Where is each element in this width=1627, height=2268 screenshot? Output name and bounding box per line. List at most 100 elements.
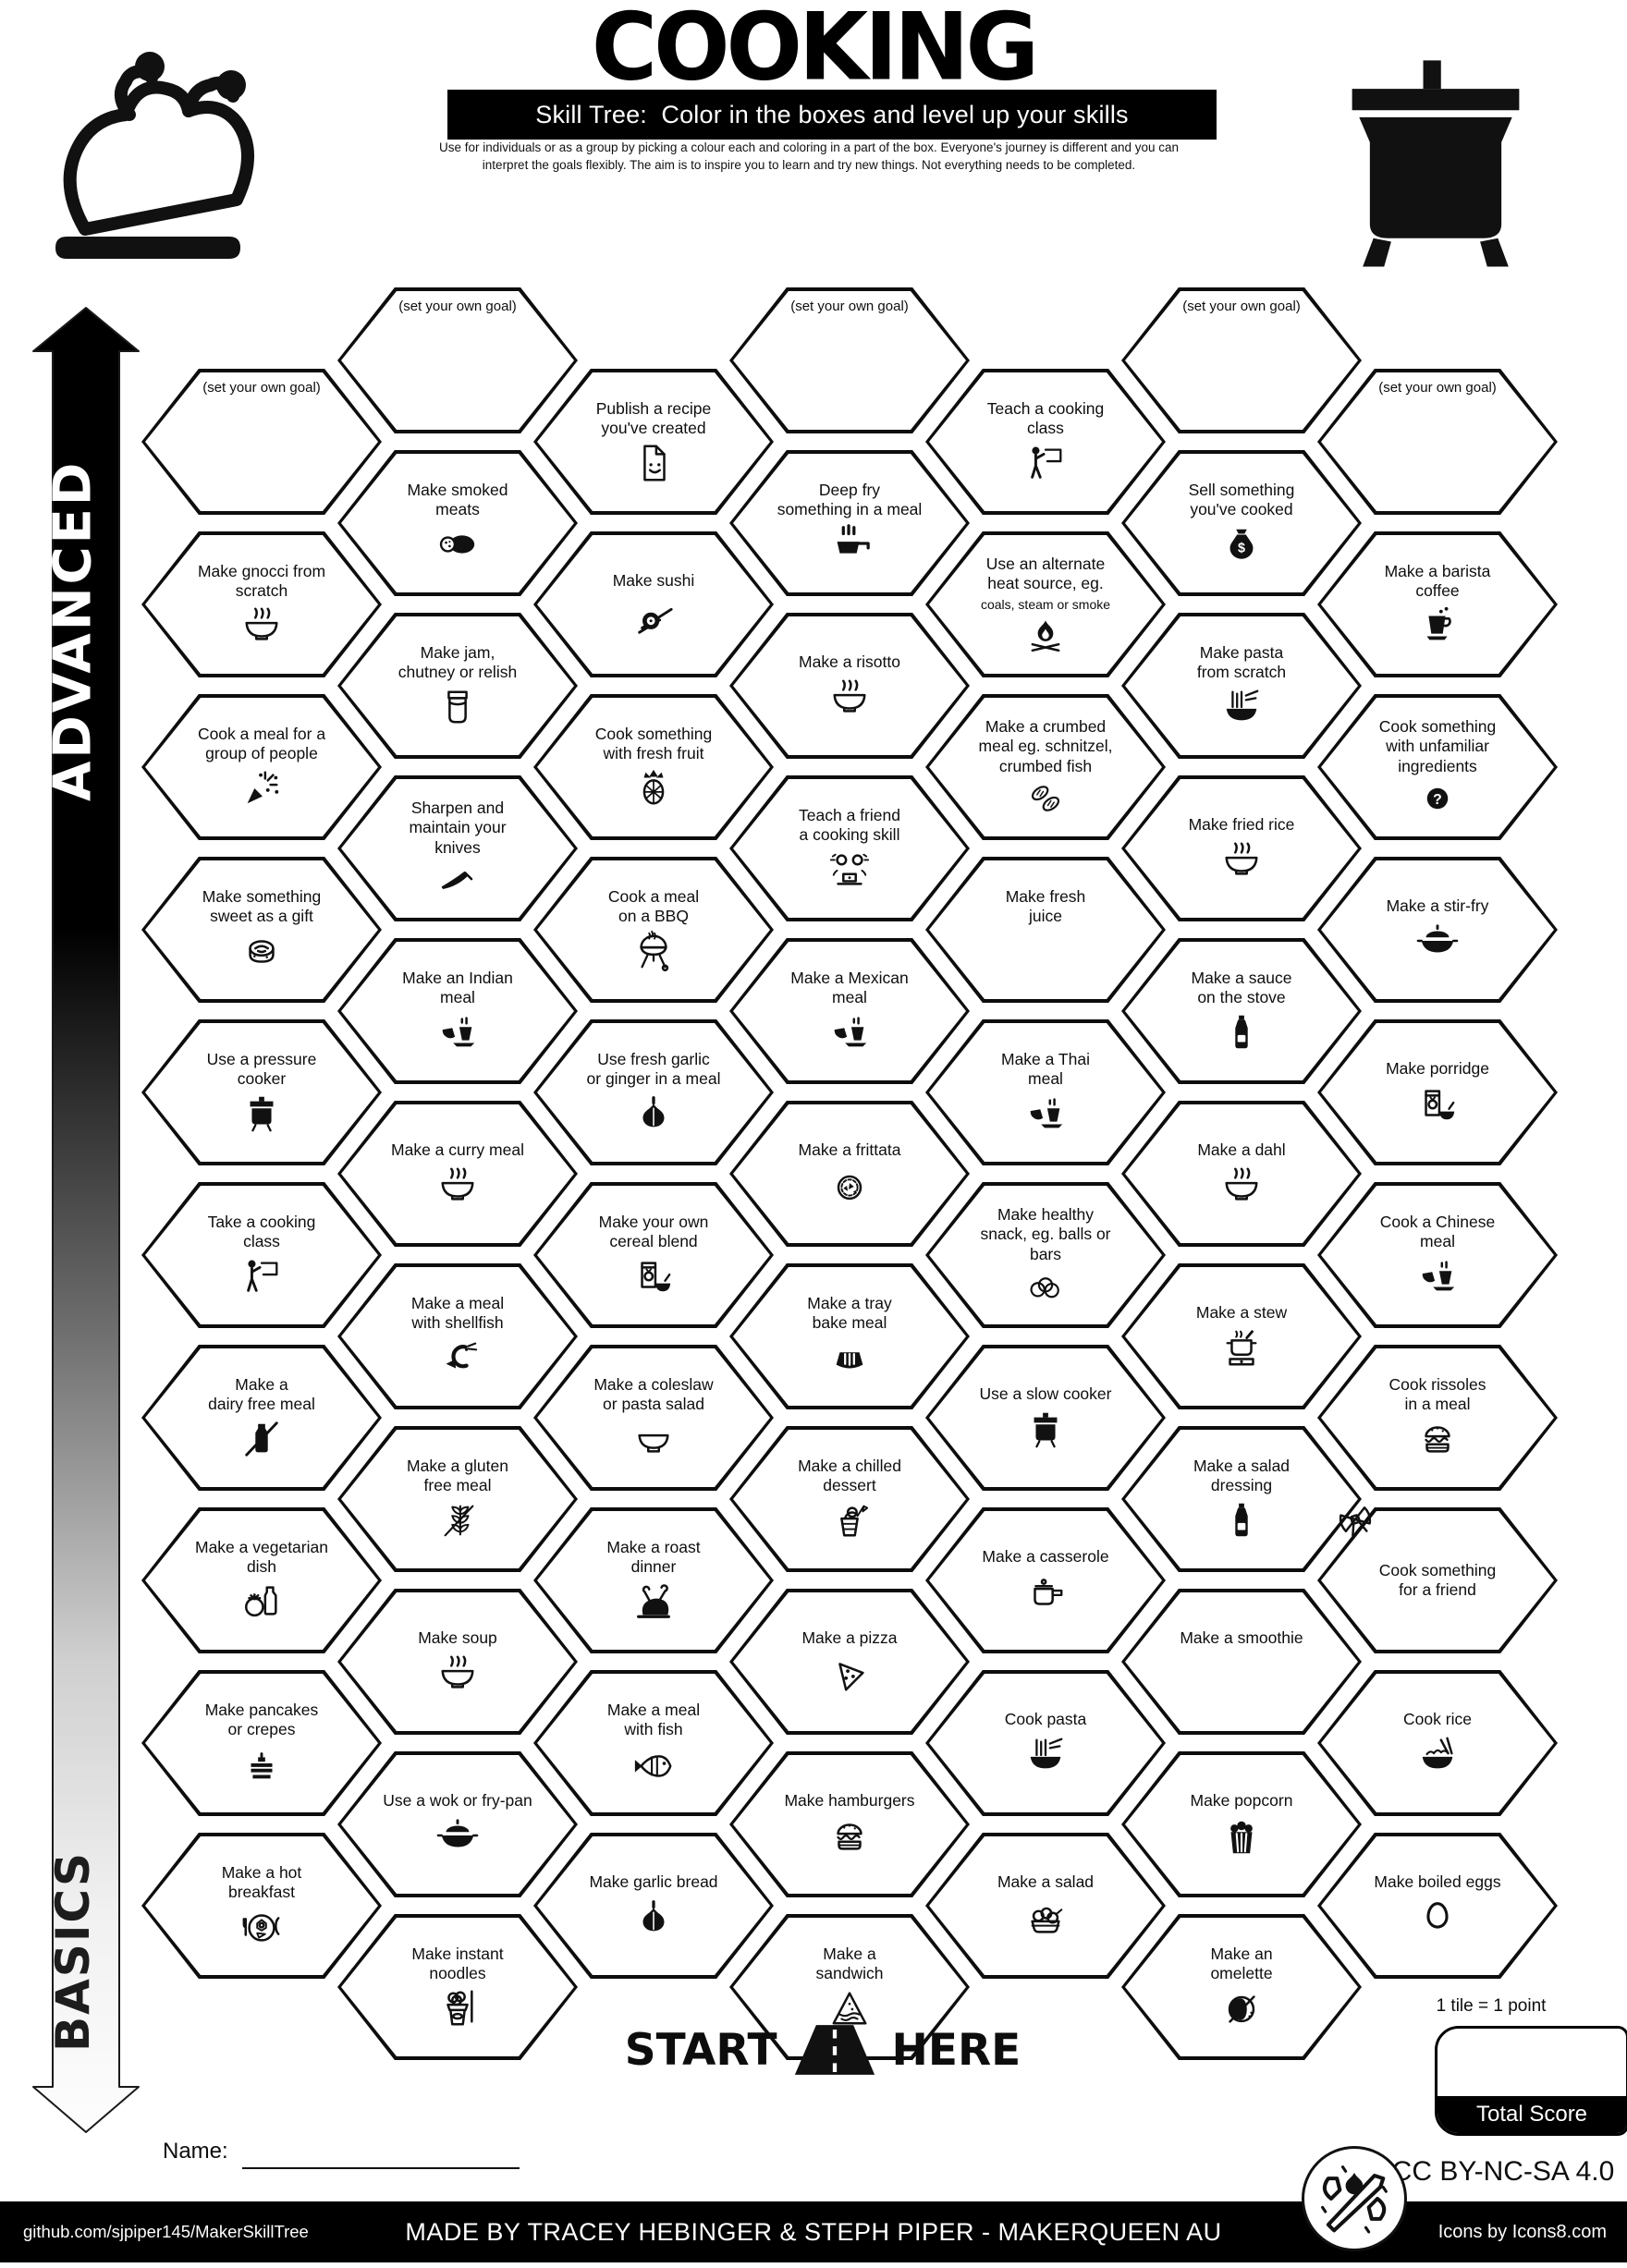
hex-tile-make-a-crumbed-meal-eg-schnitzel-crumbed-fish[interactable]: Make a crumbed meal eg. schnitzel, crumbed… bbox=[925, 694, 1166, 840]
hex-fill-area[interactable]: Make fried rice bbox=[1125, 779, 1358, 918]
hex-tile-make-a-pizza[interactable]: Make a pizza bbox=[729, 1589, 970, 1735]
hex-fill-area[interactable]: Make a sauce on the stove bbox=[1125, 942, 1358, 1080]
hex-tile-make-a-tray-bake-meal[interactable]: Make a tray bake meal bbox=[729, 1263, 970, 1409]
hex-fill-area[interactable]: Make popcorn bbox=[1125, 1755, 1358, 1894]
hex-fill-area[interactable]: Make a smoothie bbox=[1125, 1592, 1358, 1731]
hex-fill-area[interactable]: Make a vegetarian dish bbox=[145, 1511, 378, 1650]
hex-tile-sharpen-and-maintain-your-knives[interactable]: Sharpen and maintain your knives bbox=[337, 775, 578, 921]
hex-tile-teach-a-friend-a-cooking-skill[interactable]: Teach a friend a cooking skill bbox=[729, 775, 970, 921]
hex-fill-area[interactable]: (set your own goal) bbox=[341, 291, 574, 430]
hex-fill-area[interactable]: Cook a meal for a group of people bbox=[145, 698, 378, 836]
hex-tile-make-boiled-eggs[interactable]: Make boiled eggs bbox=[1317, 1833, 1558, 1979]
hex-tile-make-an-omelette[interactable]: Make an omelette bbox=[1121, 1914, 1362, 2060]
hex-tile-cook-something-for-a-friend[interactable]: Cook something for a friend bbox=[1317, 1507, 1558, 1653]
hex-tile-make-fried-rice[interactable]: Make fried rice bbox=[1121, 775, 1362, 921]
hex-tile-make-porridge[interactable]: Make porridge bbox=[1317, 1019, 1558, 1165]
footer-icons8-credit[interactable]: Icons by Icons8.com bbox=[1437, 2221, 1607, 2242]
hex-fill-area[interactable]: Sell something you've cooked bbox=[1125, 454, 1358, 592]
hex-fill-area[interactable]: Make your own cereal blend bbox=[537, 1186, 770, 1324]
hex-fill-area[interactable]: Teach a cooking class bbox=[929, 372, 1162, 511]
hex-fill-area[interactable]: Make gnocci from scratch bbox=[145, 535, 378, 674]
hex-tile-cook-a-chinese-meal[interactable]: Cook a Chinese meal bbox=[1317, 1182, 1558, 1328]
hex-fill-area[interactable]: Use an alternate heat source, eg. coals, s… bbox=[929, 535, 1162, 674]
hex-fill-area[interactable]: Use a pressure cooker bbox=[145, 1023, 378, 1162]
hex-tile-make-jam-chutney-or-relish[interactable]: Make jam, chutney or relish bbox=[337, 613, 578, 759]
hex-tile-make-a-roast-dinner[interactable]: Make a roast dinner bbox=[533, 1507, 774, 1653]
hex-fill-area[interactable]: Take a cooking class bbox=[145, 1186, 378, 1324]
hex-tile-make-a-barista-coffee[interactable]: Make a barista coffee bbox=[1317, 531, 1558, 677]
hex-tile-make-a-hot-breakfast[interactable]: Make a hot breakfast bbox=[141, 1833, 382, 1979]
hex-tile-use-fresh-garlic-or-ginger-in-a-meal[interactable]: Use fresh garlic or ginger in a meal bbox=[533, 1019, 774, 1165]
hex-tile-make-garlic-bread[interactable]: Make garlic bread bbox=[533, 1833, 774, 1979]
hex-fill-area[interactable]: Make a salad bbox=[929, 1836, 1162, 1975]
hex-tile-make-a-dairy-free-meal[interactable]: Make a dairy free meal bbox=[141, 1345, 382, 1491]
hex-fill-area[interactable]: Make a hot breakfast bbox=[145, 1836, 378, 1975]
hex-fill-area[interactable]: Cook something for a friend bbox=[1321, 1511, 1554, 1650]
hex-fill-area[interactable]: Make boiled eggs bbox=[1321, 1836, 1554, 1975]
hex-tile-make-soup[interactable]: Make soup bbox=[337, 1589, 578, 1735]
hex-tile-set-your-own-goal[interactable]: (set your own goal) bbox=[729, 287, 970, 433]
hex-tile-sell-something-you-ve-cooked[interactable]: Sell something you've cooked bbox=[1121, 450, 1362, 596]
hex-fill-area[interactable]: Use a wok or fry-pan bbox=[341, 1755, 574, 1894]
hex-fill-area[interactable]: Cook something with fresh fruit bbox=[537, 698, 770, 836]
hex-tile-make-an-indian-meal[interactable]: Make an Indian meal bbox=[337, 938, 578, 1084]
hex-fill-area[interactable]: Cook a meal on a BBQ bbox=[537, 860, 770, 999]
hex-tile-cook-pasta[interactable]: Cook pasta bbox=[925, 1670, 1166, 1816]
hex-tile-make-hamburgers[interactable]: Make hamburgers bbox=[729, 1751, 970, 1897]
hex-fill-area[interactable]: Make a casserole bbox=[929, 1511, 1162, 1650]
hex-tile-make-a-smoothie[interactable]: Make a smoothie bbox=[1121, 1589, 1362, 1735]
hex-fill-area[interactable]: Make a salad dressing bbox=[1125, 1430, 1358, 1568]
hex-fill-area[interactable]: Make a coleslaw or pasta salad bbox=[537, 1348, 770, 1487]
hex-fill-area[interactable]: Cook pasta bbox=[929, 1674, 1162, 1812]
hex-tile-make-gnocci-from-scratch[interactable]: Make gnocci from scratch bbox=[141, 531, 382, 677]
hex-tile-teach-a-cooking-class[interactable]: Teach a cooking class bbox=[925, 369, 1166, 515]
hex-tile-make-fresh-juice[interactable]: Make fresh juice bbox=[925, 857, 1166, 1003]
hex-fill-area[interactable]: Make soup bbox=[341, 1592, 574, 1731]
hex-tile-make-a-thai-meal[interactable]: Make a Thai meal bbox=[925, 1019, 1166, 1165]
score-entry-area[interactable] bbox=[1437, 2029, 1626, 2096]
hex-tile-set-your-own-goal[interactable]: (set your own goal) bbox=[1121, 287, 1362, 433]
hex-fill-area[interactable]: Make jam, chutney or relish bbox=[341, 616, 574, 755]
hex-tile-deep-fry-something-in-a-meal[interactable]: Deep fry something in a meal bbox=[729, 450, 970, 596]
hex-tile-make-a-chilled-dessert[interactable]: Make a chilled dessert bbox=[729, 1426, 970, 1572]
hex-tile-make-a-casserole[interactable]: Make a casserole bbox=[925, 1507, 1166, 1653]
hex-fill-area[interactable]: Make hamburgers bbox=[733, 1755, 966, 1894]
hex-fill-area[interactable]: Make a risotto bbox=[733, 616, 966, 755]
hex-tile-make-healthy-snack-eg-balls-or-bars[interactable]: Make healthy snack, eg. balls or bars bbox=[925, 1182, 1166, 1328]
hex-fill-area[interactable]: Make a dahl bbox=[1125, 1104, 1358, 1243]
hex-tile-make-a-meal-with-fish[interactable]: Make a meal with fish bbox=[533, 1670, 774, 1816]
hex-tile-set-your-own-goal[interactable]: (set your own goal) bbox=[141, 369, 382, 515]
hex-tile-use-a-slow-cooker[interactable]: Use a slow cooker bbox=[925, 1345, 1166, 1491]
hex-fill-area[interactable]: Make fresh juice bbox=[929, 860, 1162, 999]
hex-fill-area[interactable]: Publish a recipe you've created bbox=[537, 372, 770, 511]
hex-tile-use-an-alternate-heat-source-eg[interactable]: Use an alternate heat source, eg. coals, s… bbox=[925, 531, 1166, 677]
hex-fill-area[interactable]: Make a roast dinner bbox=[537, 1511, 770, 1650]
hex-tile-make-a-mexican-meal[interactable]: Make a Mexican meal bbox=[729, 938, 970, 1084]
hex-tile-take-a-cooking-class[interactable]: Take a cooking class bbox=[141, 1182, 382, 1328]
hex-tile-make-a-coleslaw-or-pasta-salad[interactable]: Make a coleslaw or pasta salad bbox=[533, 1345, 774, 1491]
hex-tile-make-instant-noodles[interactable]: Make instant noodles bbox=[337, 1914, 578, 2060]
hex-tile-make-your-own-cereal-blend[interactable]: Make your own cereal blend bbox=[533, 1182, 774, 1328]
hex-tile-cook-something-with-unfamiliar-ingredients[interactable]: Cook something with unfamiliar ingredients bbox=[1317, 694, 1558, 840]
hex-fill-area[interactable]: Make pancakes or crepes bbox=[145, 1674, 378, 1812]
hex-tile-cook-rissoles-in-a-meal[interactable]: Cook rissoles in a meal bbox=[1317, 1345, 1558, 1491]
hex-tile-use-a-wok-or-fry-pan[interactable]: Use a wok or fry-pan bbox=[337, 1751, 578, 1897]
hex-tile-cook-rice[interactable]: Cook rice bbox=[1317, 1670, 1558, 1816]
hex-fill-area[interactable]: Make porridge bbox=[1321, 1023, 1554, 1162]
hex-fill-area[interactable]: Make a Thai meal bbox=[929, 1023, 1162, 1162]
hex-tile-make-a-stir-fry[interactable]: Make a stir-fry bbox=[1317, 857, 1558, 1003]
hex-tile-make-pancakes-or-crepes[interactable]: Make pancakes or crepes bbox=[141, 1670, 382, 1816]
hex-tile-cook-something-with-fresh-fruit[interactable]: Cook something with fresh fruit bbox=[533, 694, 774, 840]
hex-tile-make-a-gluten-free-meal[interactable]: Make a gluten free meal bbox=[337, 1426, 578, 1572]
hex-fill-area[interactable]: Make a stew bbox=[1125, 1267, 1358, 1406]
hex-tile-make-a-dahl[interactable]: Make a dahl bbox=[1121, 1101, 1362, 1247]
hex-tile-make-smoked-meats[interactable]: Make smoked meats bbox=[337, 450, 578, 596]
hex-fill-area[interactable]: Make healthy snack, eg. balls or bars bbox=[929, 1186, 1162, 1324]
hex-fill-area[interactable]: Make a chilled dessert bbox=[733, 1430, 966, 1568]
hex-fill-area[interactable]: Make a frittata bbox=[733, 1104, 966, 1243]
hex-fill-area[interactable]: Cook rissoles in a meal bbox=[1321, 1348, 1554, 1487]
hex-tile-make-sushi[interactable]: Make sushi bbox=[533, 531, 774, 677]
hex-tile-make-a-salad-dressing[interactable]: Make a salad dressing bbox=[1121, 1426, 1362, 1572]
hex-fill-area[interactable]: Make a tray bake meal bbox=[733, 1267, 966, 1406]
hex-tile-set-your-own-goal[interactable]: (set your own goal) bbox=[1317, 369, 1558, 515]
